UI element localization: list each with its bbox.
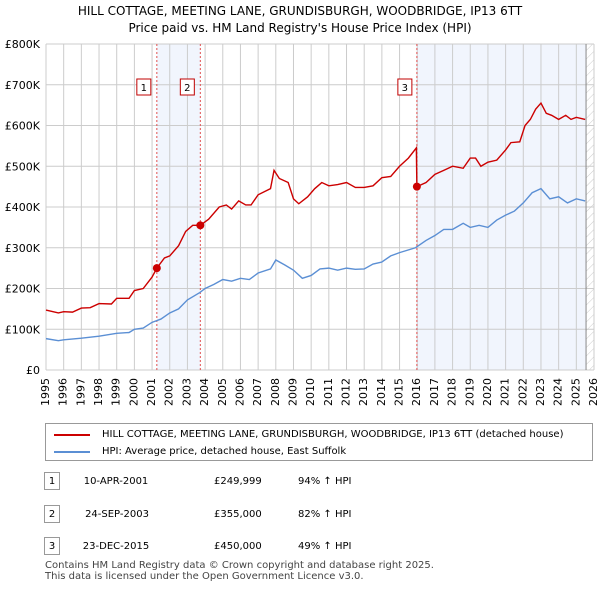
plot-area: 1995 1996 1997 1998 1999 2000 2001 2002 2003 2004… (5, 38, 600, 406)
x-tick-label: 2005 (216, 378, 229, 406)
sale-date: 24-SEP-2003 (85, 508, 149, 520)
x-tick-label: 1996 (57, 378, 70, 406)
x-tick-label: 2018 (446, 378, 459, 406)
x-tick-label: 2015 (393, 378, 406, 406)
x-tick-label: 2012 (340, 378, 353, 406)
x-tick-label: 1997 (74, 378, 87, 406)
x-tick-label: 2021 (499, 378, 512, 406)
y-tick-label: £800K (5, 38, 41, 51)
sale-number: 1 (44, 472, 60, 490)
y-tick-label: £600K (5, 120, 41, 133)
y-tick-label: £100K (5, 323, 41, 336)
x-tick-label: 2025 (569, 378, 582, 406)
sale-label: 3 (402, 83, 408, 94)
sale-label-box (397, 78, 413, 96)
x-tick-label: 2006 (233, 378, 246, 406)
legend: HILL COTTAGE, MEETING LANE, GRUNDISBURGH… (45, 423, 593, 461)
sale-row: 3 23-DEC-2015 £450,000 49% ↑ HPI (40, 537, 600, 557)
y-tick-label: £700K (5, 79, 41, 92)
x-tick-label: 2003 (180, 378, 193, 406)
sale-row: 2 24-SEP-2003 £355,000 82% ↑ HPI (40, 504, 600, 525)
sale-number: 2 (44, 504, 60, 523)
sale-number: 3 (44, 537, 60, 555)
y-tick-label: £300K (5, 242, 41, 255)
x-tick-label: 2022 (516, 378, 529, 406)
x-tick-label: 2017 (428, 378, 441, 406)
x-tick-label: 1995 (39, 378, 52, 406)
sale-hpi-change: 94% ↑ HPI (298, 476, 352, 487)
x-tick-label: 2000 (127, 378, 140, 406)
x-tick-label: 2016 (410, 378, 423, 406)
x-tick-label: 2001 (145, 378, 158, 406)
sale-price: £249,999 (214, 476, 262, 487)
x-tick-label: 2002 (163, 378, 176, 406)
chart-subtitle: Price paid vs. HM Land Registry's House … (128, 21, 472, 35)
legend-swatch-hpi (54, 450, 90, 453)
footer-line-1: Contains HM Land Registry data © Crown c… (45, 560, 434, 571)
x-tick-label: 2009 (286, 378, 299, 406)
x-tick-label: 2004 (198, 378, 211, 406)
x-tick-label: 2014 (375, 378, 388, 406)
series-line-property (45, 101, 586, 314)
x-tick-label: 2020 (481, 378, 494, 406)
x-tick-label: 2019 (463, 378, 476, 406)
x-tick-label: 2007 (251, 378, 264, 406)
sale-hpi-change: 82% ↑ HPI (298, 508, 352, 520)
x-tick-label: 2024 (552, 378, 565, 406)
x-tick-label: 2023 (534, 378, 547, 406)
sale-label: 1 (141, 83, 147, 94)
legend-label-hpi: HPI: Average price, detached house, East… (102, 446, 347, 457)
y-tick-label: £500K (5, 160, 41, 173)
x-tick-label: 2010 (304, 378, 317, 406)
sale-label: 2 (184, 83, 190, 94)
sale-label-box (136, 78, 152, 96)
x-tick-label: 1998 (92, 378, 105, 406)
y-tick-label: £200K (5, 283, 41, 296)
sale-point (196, 221, 205, 230)
sale-label-box (179, 78, 195, 96)
legend-swatch-property (54, 433, 90, 436)
chart-title: HILL COTTAGE, MEETING LANE, GRUNDISBURGH… (77, 4, 523, 18)
x-tick-label: 2008 (269, 378, 282, 406)
y-tick-label: £0 (26, 364, 40, 377)
sale-price: £450,000 (214, 541, 262, 552)
x-tick-label: 2013 (357, 378, 370, 406)
x-tick-label: 2026 (587, 378, 600, 406)
footer-line-2: This data is licensed under the Open Gov… (45, 571, 364, 582)
sale-date: 10-APR-2001 (83, 476, 149, 487)
sale-point (152, 264, 161, 273)
sale-hpi-change: 49% ↑ HPI (298, 541, 352, 552)
x-tick-label: 1999 (110, 378, 123, 406)
y-tick-label: £400K (5, 201, 41, 214)
sale-date: 23-DEC-2015 (82, 541, 150, 552)
sale-price: £355,000 (214, 508, 262, 520)
sale-point (412, 182, 421, 191)
legend-label-property: HILL COTTAGE, MEETING LANE, GRUNDISBURGH… (102, 429, 564, 440)
series-line-hpi (45, 187, 586, 342)
x-tick-label: 2011 (322, 378, 335, 406)
sale-row: 1 10-APR-2001 £249,999 94% ↑ HPI (40, 472, 600, 492)
